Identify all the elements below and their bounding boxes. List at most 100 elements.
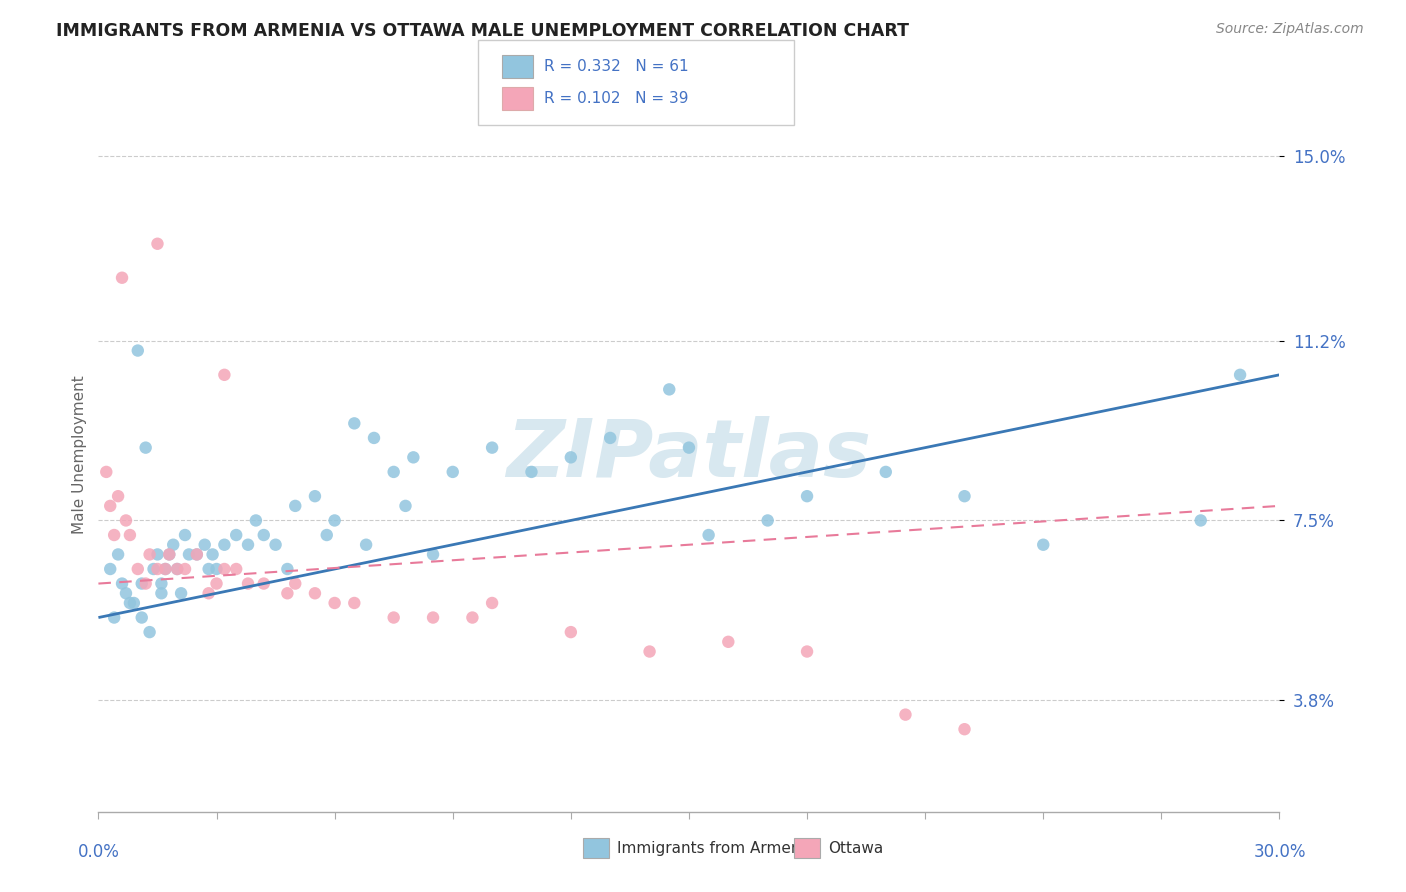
Point — [186, 548, 208, 562]
Point — [481, 596, 503, 610]
Point — [162, 538, 184, 552]
Point — [717, 635, 740, 649]
Point — [115, 513, 138, 527]
Point — [96, 465, 118, 479]
Point — [155, 562, 177, 576]
Point — [363, 431, 385, 445]
Point — [111, 270, 134, 285]
Text: Ottawa: Ottawa — [828, 841, 883, 855]
Point — [146, 236, 169, 251]
Point — [560, 450, 582, 465]
Text: R = 0.102   N = 39: R = 0.102 N = 39 — [544, 91, 689, 105]
Point — [225, 562, 247, 576]
Point — [1032, 538, 1054, 552]
Point — [402, 450, 425, 465]
Point — [638, 644, 661, 658]
Point — [155, 562, 177, 576]
Point — [422, 610, 444, 624]
Y-axis label: Male Unemployment: Male Unemployment — [72, 376, 87, 534]
Point — [170, 586, 193, 600]
Point — [194, 538, 217, 552]
Point — [197, 562, 219, 576]
Point — [520, 465, 543, 479]
Point — [756, 513, 779, 527]
Point — [236, 576, 259, 591]
Point — [135, 441, 157, 455]
Point — [1189, 513, 1212, 527]
Point — [157, 548, 180, 562]
Text: Immigrants from Armenia: Immigrants from Armenia — [617, 841, 814, 855]
Point — [796, 644, 818, 658]
Point — [201, 548, 224, 562]
Point — [131, 576, 153, 591]
Point — [174, 528, 197, 542]
Text: ZIPatlas: ZIPatlas — [506, 416, 872, 494]
Point — [323, 596, 346, 610]
Point — [135, 576, 157, 591]
Point — [658, 383, 681, 397]
Point — [118, 528, 141, 542]
Point — [343, 596, 366, 610]
Point — [197, 586, 219, 600]
Point — [382, 610, 405, 624]
Point — [205, 576, 228, 591]
Point — [697, 528, 720, 542]
Point — [98, 499, 121, 513]
Point — [166, 562, 188, 576]
Point — [875, 465, 897, 479]
Point — [127, 562, 149, 576]
Point — [382, 465, 405, 479]
Point — [122, 596, 145, 610]
Point — [186, 548, 208, 562]
Text: 0.0%: 0.0% — [77, 843, 120, 861]
Point — [214, 538, 236, 552]
Point — [131, 610, 153, 624]
Point — [98, 562, 121, 576]
Point — [146, 548, 169, 562]
Point — [245, 513, 267, 527]
Point — [142, 562, 165, 576]
Point — [138, 625, 160, 640]
Point — [214, 368, 236, 382]
Point — [276, 586, 298, 600]
Point — [323, 513, 346, 527]
Point — [157, 548, 180, 562]
Text: 30.0%: 30.0% — [1253, 843, 1306, 861]
Point — [304, 586, 326, 600]
Point — [441, 465, 464, 479]
Text: IMMIGRANTS FROM ARMENIA VS OTTAWA MALE UNEMPLOYMENT CORRELATION CHART: IMMIGRANTS FROM ARMENIA VS OTTAWA MALE U… — [56, 22, 910, 40]
Point — [253, 528, 276, 542]
Text: R = 0.332   N = 61: R = 0.332 N = 61 — [544, 60, 689, 74]
Point — [118, 596, 141, 610]
Point — [796, 489, 818, 503]
Point — [146, 562, 169, 576]
Point — [115, 586, 138, 600]
Point — [461, 610, 484, 624]
Point — [166, 562, 188, 576]
Point — [264, 538, 287, 552]
Point — [205, 562, 228, 576]
Point — [953, 489, 976, 503]
Point — [138, 548, 160, 562]
Point — [103, 610, 125, 624]
Point — [315, 528, 337, 542]
Point — [284, 499, 307, 513]
Point — [107, 548, 129, 562]
Point — [304, 489, 326, 503]
Point — [894, 707, 917, 722]
Point — [174, 562, 197, 576]
Point — [276, 562, 298, 576]
Point — [1229, 368, 1251, 382]
Point — [953, 722, 976, 736]
Point — [394, 499, 416, 513]
Point — [599, 431, 621, 445]
Point — [253, 576, 276, 591]
Point — [678, 441, 700, 455]
Point — [481, 441, 503, 455]
Point — [214, 562, 236, 576]
Point — [150, 586, 173, 600]
Point — [284, 576, 307, 591]
Text: Source: ZipAtlas.com: Source: ZipAtlas.com — [1216, 22, 1364, 37]
Point — [236, 538, 259, 552]
Point — [150, 576, 173, 591]
